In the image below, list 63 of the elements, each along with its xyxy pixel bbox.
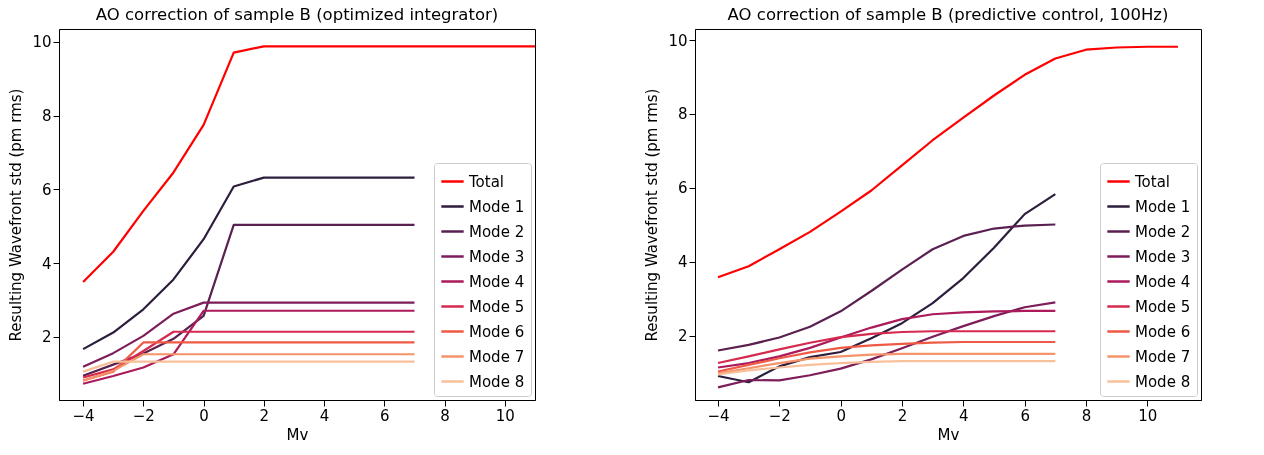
line-series	[716, 301, 1057, 389]
legend-label: Mode 2	[1135, 222, 1191, 241]
legend-label: Mode 4	[469, 272, 525, 291]
y-tick-label: 2	[41, 328, 52, 347]
y-tick-label: 4	[41, 254, 52, 273]
line-series	[716, 223, 1057, 352]
legend-label: Mode 3	[1135, 247, 1191, 266]
chart-title: AO correction of sample B (optimized integrator)	[95, 4, 499, 24]
x-tick-label: 0	[836, 406, 846, 425]
x-axis-title: Mv	[286, 425, 309, 444]
legend-label: Mode 8	[469, 372, 525, 391]
line-series	[82, 330, 416, 379]
x-tick-label: 6	[1020, 406, 1030, 425]
x-tick-label: 4	[959, 406, 969, 425]
legend-label: Mode 1	[469, 197, 525, 216]
legend-label: Mode 3	[469, 247, 525, 266]
y-tick-label: 10	[32, 33, 52, 52]
line-series	[82, 176, 416, 351]
y-tick-label: 6	[41, 180, 52, 199]
x-tick-label: 6	[380, 406, 390, 425]
y-tick-label: 2	[677, 327, 688, 346]
y-tick-label: 10	[668, 31, 688, 50]
y-tick-label: 8	[677, 105, 688, 124]
legend-label: Mode 5	[1135, 297, 1191, 316]
x-tick-label: 0	[199, 406, 209, 425]
legend-label: Mode 5	[469, 297, 525, 316]
x-tick-label: −4	[72, 406, 95, 425]
x-tick-label: 10	[1138, 406, 1158, 425]
line-series	[716, 340, 1057, 373]
y-tick-label: 4	[677, 253, 688, 272]
x-tick-label: 10	[495, 406, 515, 425]
x-tick-label: −2	[768, 406, 791, 425]
y-tick-label: 8	[41, 107, 52, 126]
x-tick-label: 8	[440, 406, 450, 425]
line-series	[82, 223, 416, 377]
line-series	[716, 309, 1057, 369]
legend-label: Mode 7	[1135, 347, 1191, 366]
y-axis-title: Resulting Wavefront std (pm rms)	[7, 88, 26, 342]
chart-title: AO correction of sample B (predictive control, 100Hz)	[727, 4, 1169, 24]
legend-label: Mode 4	[1135, 272, 1191, 291]
legend-label: Mode 8	[1135, 372, 1191, 391]
legend-label: Total	[1134, 172, 1171, 191]
legend-label: Mode 6	[1135, 322, 1191, 341]
x-tick-label: 4	[319, 406, 330, 425]
x-axis-title: Mv	[937, 425, 960, 444]
legend-label: Mode 2	[469, 222, 525, 241]
x-tick-label: 2	[259, 406, 270, 425]
line-series	[716, 360, 1057, 376]
x-tick-label: 8	[1081, 406, 1092, 425]
line-series	[82, 301, 416, 368]
line-series	[716, 330, 1057, 365]
x-tick-label: −2	[132, 406, 155, 425]
y-tick-label: 6	[677, 179, 688, 198]
legend-label: Mode 1	[1135, 197, 1191, 216]
legend-label: Total	[468, 172, 505, 191]
y-axis-title: Resulting Wavefront std (pm rms)	[643, 88, 662, 342]
x-tick-label: 2	[897, 406, 908, 425]
line-series	[82, 309, 416, 385]
legend-label: Mode 6	[469, 322, 525, 341]
x-tick-label: −4	[707, 406, 730, 425]
legend-label: Mode 7	[469, 347, 525, 366]
line-series	[716, 193, 1057, 384]
line-series	[716, 352, 1057, 375]
